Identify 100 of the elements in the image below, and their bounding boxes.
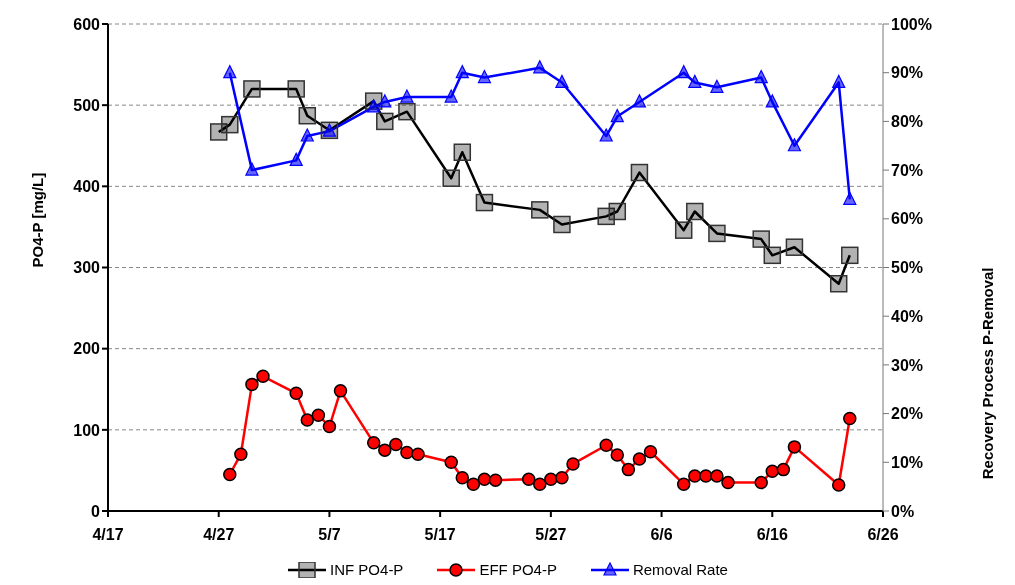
y2-tick-label: 0% (891, 502, 915, 520)
point (287, 80, 305, 98)
y-tick-label: 0 (91, 502, 101, 520)
point (708, 224, 726, 243)
y-axis-title: PO4-P [mg/L] (29, 172, 47, 268)
point (686, 202, 704, 221)
point (376, 112, 394, 131)
x-tick-label: 4/27 (203, 526, 235, 544)
point (676, 477, 691, 491)
point (544, 472, 558, 487)
y-tick-label: 500 (73, 96, 101, 114)
point (630, 163, 649, 182)
point (787, 138, 802, 152)
point (521, 472, 536, 487)
point (776, 462, 791, 477)
point (621, 462, 636, 477)
point (444, 455, 458, 470)
x-tick-label: 6/26 (867, 526, 899, 544)
y2-tick-label: 80% (891, 113, 924, 131)
y2-tick-label: 30% (891, 356, 924, 374)
y2-axis-title: Recovery Process P-Removal (979, 267, 997, 480)
point (787, 440, 802, 454)
point (832, 74, 846, 89)
point (843, 411, 857, 426)
point (298, 106, 317, 125)
point (533, 60, 547, 74)
point (829, 274, 848, 293)
point (531, 201, 549, 219)
y2-tick-label: 70% (891, 161, 924, 179)
y2-tick-label: 60% (891, 210, 924, 228)
point (444, 89, 458, 103)
point (389, 437, 403, 452)
point (765, 94, 779, 108)
y-tick-label: 300 (73, 259, 101, 277)
y2-tick-label: 10% (891, 453, 924, 471)
legend-label: INF PO4-P (330, 561, 404, 578)
point (677, 65, 691, 79)
point (256, 369, 270, 384)
point (234, 447, 248, 461)
point (599, 438, 613, 453)
point (785, 238, 804, 256)
point (710, 79, 724, 93)
point (721, 475, 735, 490)
x-tick-label: 4/17 (92, 526, 124, 544)
point (643, 445, 658, 459)
point (366, 436, 381, 450)
legend-label: EFF PO4-P (479, 561, 557, 578)
point (754, 475, 768, 490)
point (610, 108, 624, 123)
point (566, 457, 580, 471)
point (378, 94, 392, 108)
point (843, 191, 857, 205)
point (398, 102, 416, 121)
point (245, 162, 259, 176)
point (223, 65, 237, 79)
point (477, 69, 492, 84)
point (632, 94, 647, 108)
y-tick-label: 100 (73, 421, 101, 439)
x-tick-label: 5/17 (424, 526, 456, 544)
point (555, 74, 569, 89)
x-tick-label: 5/27 (535, 526, 567, 544)
point (752, 230, 770, 248)
point (533, 477, 547, 491)
point (754, 69, 768, 84)
point (322, 419, 337, 434)
point (688, 74, 702, 89)
point (765, 464, 780, 478)
point (466, 477, 481, 491)
y-tick-label: 600 (73, 15, 101, 33)
y-tick-label: 200 (73, 340, 101, 358)
point (400, 89, 414, 103)
point (455, 65, 469, 79)
point (311, 408, 326, 422)
point (632, 452, 647, 466)
point (300, 413, 315, 427)
y2-tick-label: 40% (891, 307, 924, 325)
point (453, 143, 472, 161)
point (841, 246, 859, 265)
point (674, 221, 693, 239)
point (300, 128, 314, 142)
point (243, 80, 261, 98)
point (400, 445, 414, 460)
x-tick-label: 6/16 (756, 526, 788, 544)
point (555, 470, 569, 485)
point (599, 128, 613, 142)
point (688, 469, 702, 483)
point (710, 469, 724, 483)
point (477, 472, 492, 487)
point (333, 384, 348, 398)
point (608, 202, 627, 221)
x-tick-label: 6/6 (650, 526, 673, 544)
point (223, 467, 237, 482)
y2-tick-label: 50% (891, 259, 924, 277)
point (831, 478, 846, 492)
y-tick-label: 400 (73, 178, 101, 196)
y2-tick-label: 100% (891, 15, 932, 33)
point (553, 215, 571, 234)
point (475, 193, 494, 212)
point (699, 469, 713, 483)
point (289, 386, 303, 401)
